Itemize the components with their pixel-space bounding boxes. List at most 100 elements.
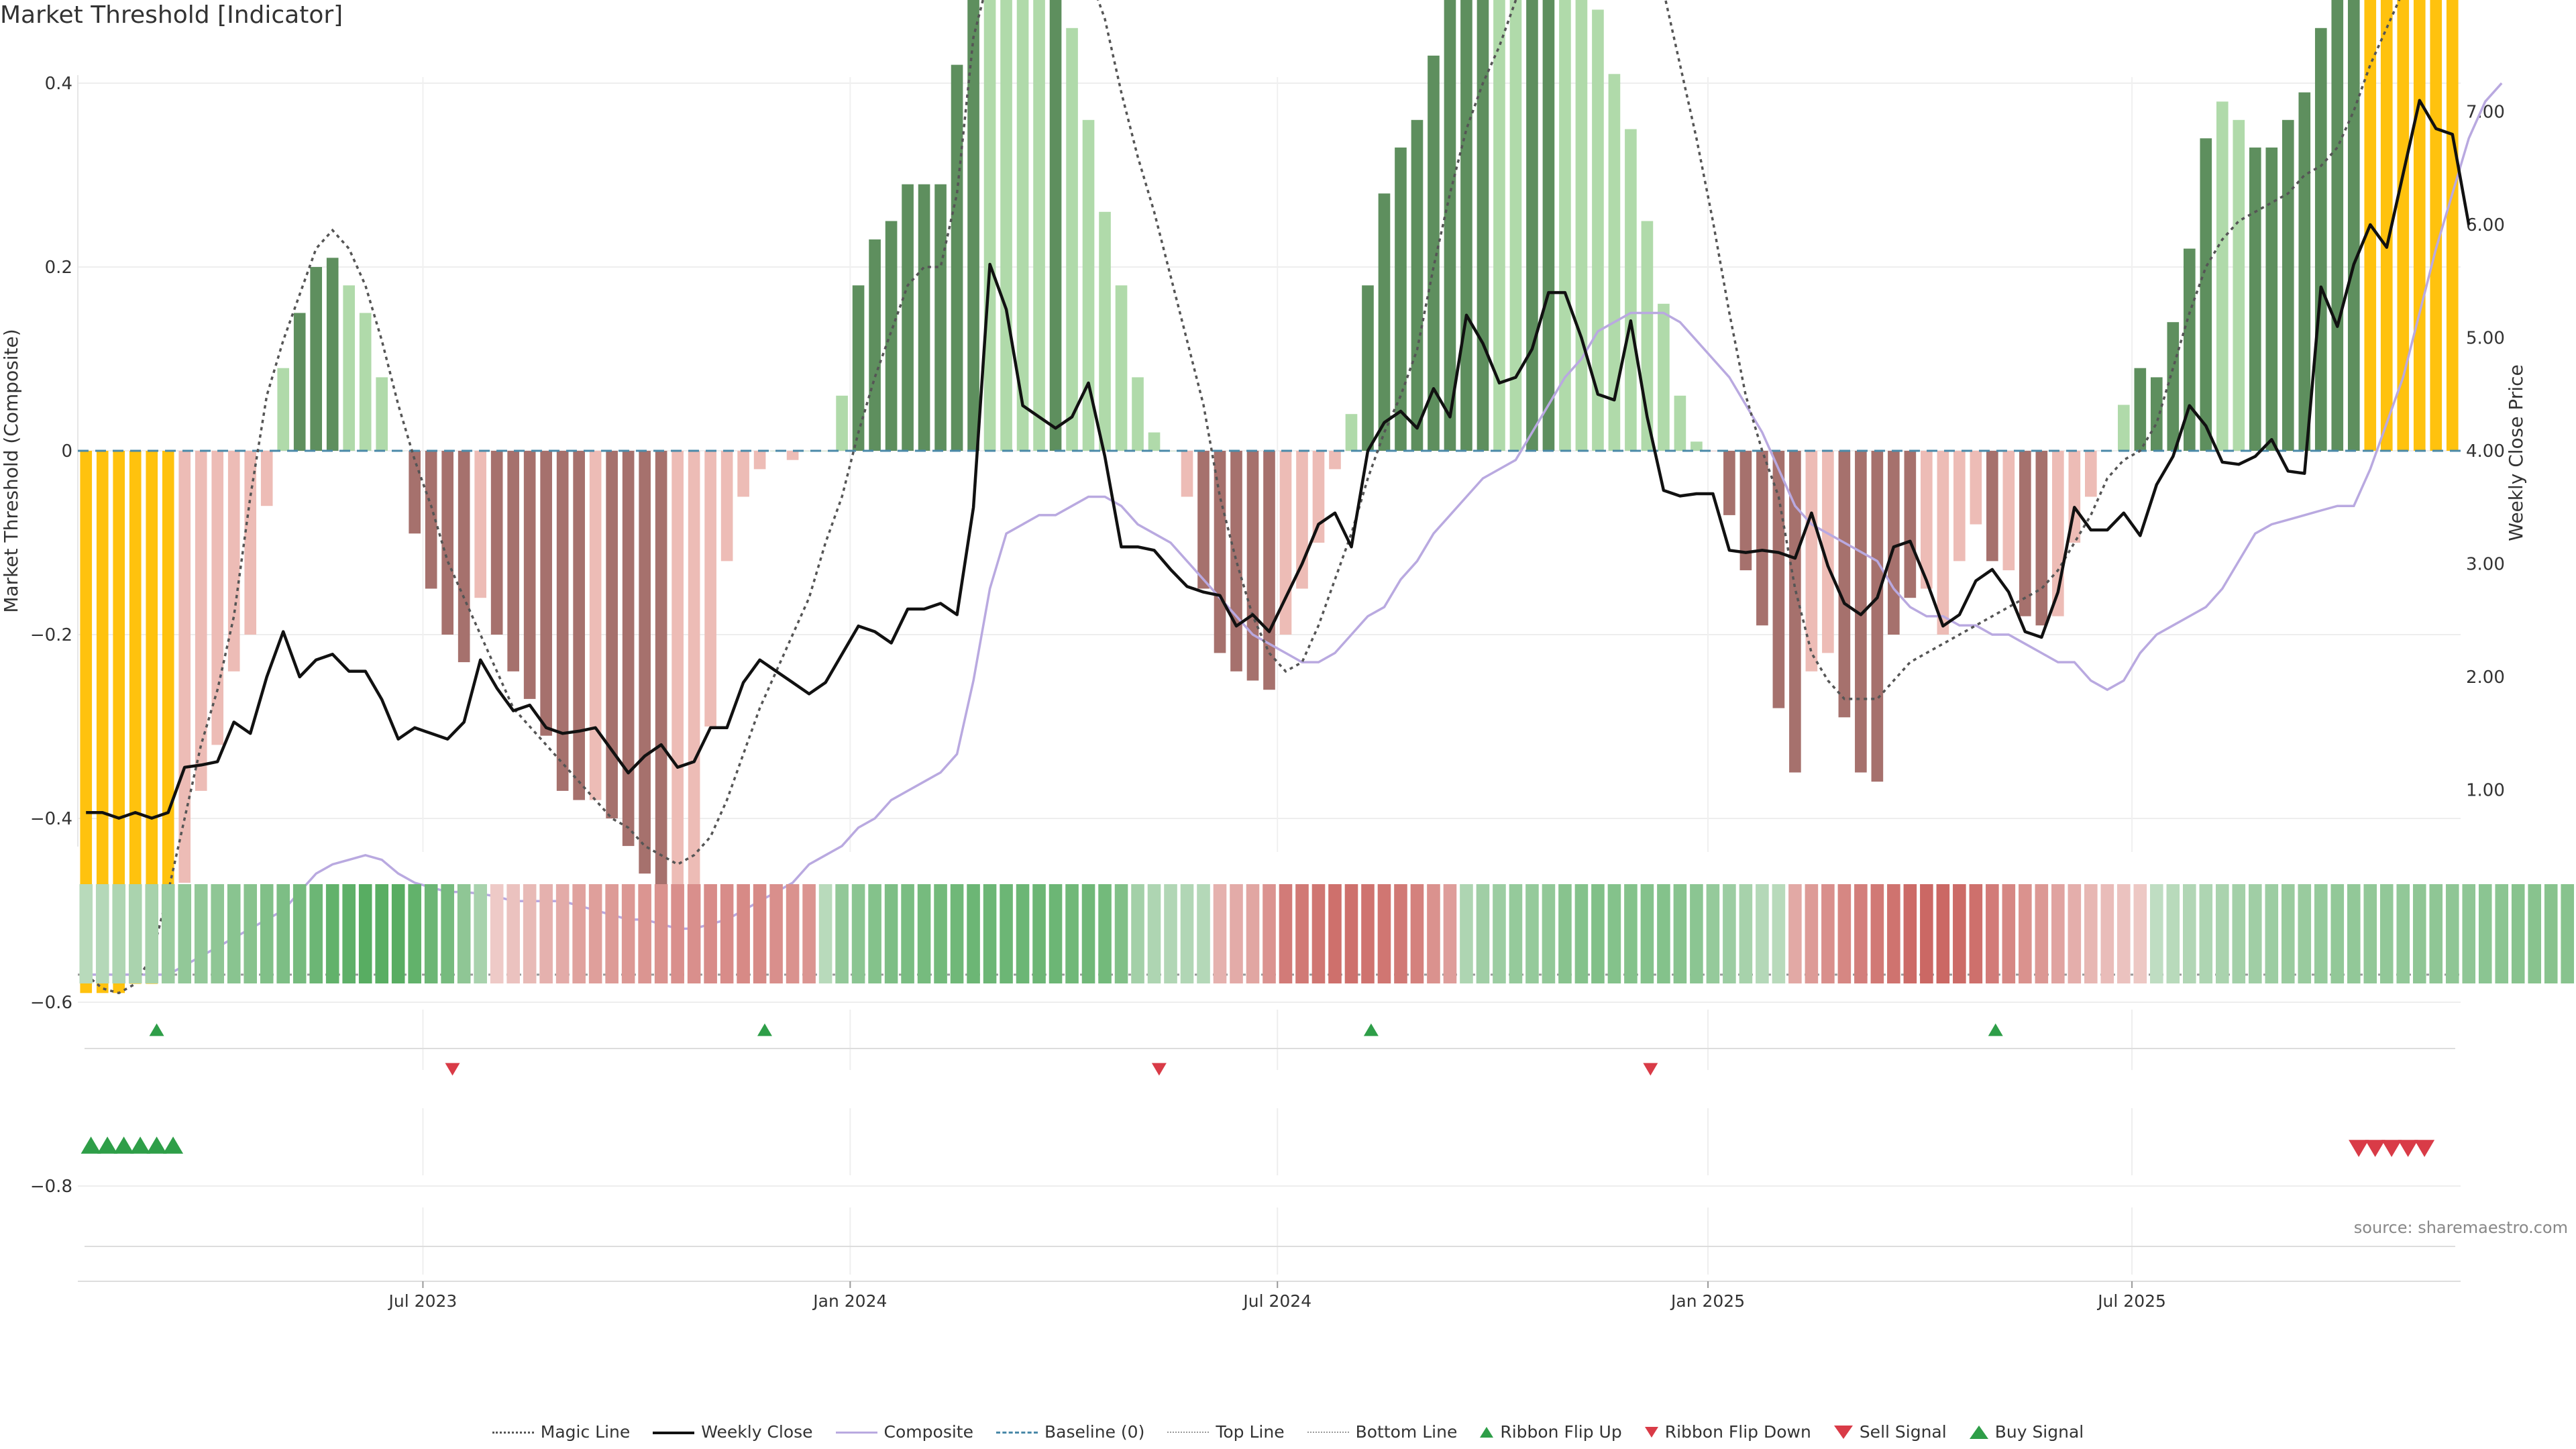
ribbon-cell: [1624, 884, 1638, 983]
buy-signal-marker: [113, 1136, 134, 1154]
composite-bar: [113, 451, 125, 994]
composite-bar: [1674, 395, 1686, 451]
composite-bar: [359, 313, 372, 451]
composite-bar: [836, 395, 848, 451]
composite-bar: [1329, 451, 1341, 470]
composite-bar: [326, 258, 339, 451]
ribbon-flip-up-marker: [149, 1023, 164, 1036]
x-tick-label: Jan 2024: [812, 1291, 887, 1311]
composite-bar: [1509, 0, 1522, 451]
y2-tick-label: 7.00: [2466, 103, 2505, 123]
composite-bar: [425, 451, 437, 589]
composite-bar: [2446, 0, 2459, 451]
ribbon-cell: [2051, 884, 2065, 983]
ribbon-cell: [2396, 884, 2410, 983]
chart-title: Market Threshold [Indicator]: [0, 1, 343, 29]
composite-bar: [852, 285, 865, 451]
ribbon-cell: [325, 884, 339, 983]
ribbon-cell: [1673, 884, 1687, 983]
ribbon-cell: [523, 884, 537, 983]
composite-bar: [1246, 451, 1259, 681]
composite-bar: [902, 184, 914, 451]
sell-signal-marker: [2381, 1140, 2402, 1157]
composite-bar: [80, 451, 93, 994]
ribbon-cell: [1427, 884, 1440, 983]
ribbon-cell: [1723, 884, 1736, 983]
ribbon-cell: [588, 884, 602, 983]
composite-bar: [2002, 451, 2015, 571]
composite-bar: [704, 451, 716, 727]
composite-bar: [1871, 451, 1884, 782]
ribbon-cell: [704, 884, 717, 983]
y2-tick-label: 4.00: [2466, 441, 2505, 462]
ribbon-cell: [2232, 884, 2246, 983]
composite-bar: [2216, 101, 2229, 451]
ribbon-cell: [605, 884, 619, 983]
composite-bar: [146, 451, 158, 984]
ribbon-cell: [1016, 884, 1030, 983]
ribbon-cell: [934, 884, 947, 983]
ribbon-cell: [1377, 884, 1391, 983]
composite-bar: [606, 451, 618, 818]
ribbon-cell: [194, 884, 208, 983]
buy-signal-marker: [97, 1136, 118, 1154]
composite-bar: [343, 285, 356, 451]
composite-bar: [211, 451, 224, 745]
composite-bar: [1937, 451, 1949, 635]
ribbon-cell: [2068, 884, 2082, 983]
composite-bar: [918, 184, 930, 451]
ribbon-cell: [2265, 884, 2279, 983]
composite-bar: [1016, 0, 1029, 451]
composite-bar: [2150, 377, 2163, 451]
composite-bar: [96, 451, 109, 994]
legend-item-baseline: Baseline (0): [996, 1422, 1144, 1442]
ribbon-cell: [424, 884, 438, 983]
sell-signal-marker: [2398, 1140, 2418, 1157]
ribbon-cell: [2462, 884, 2476, 983]
ribbon-cell: [901, 884, 914, 983]
x-tick-label: Jul 2023: [388, 1291, 458, 1311]
composite-bar: [376, 377, 388, 451]
legend-swatch-baseline: [996, 1425, 1038, 1440]
ribbon-cell: [638, 884, 651, 983]
ribbon-cell: [950, 884, 964, 983]
composite-bar: [1428, 55, 1440, 451]
composite-bar: [655, 451, 667, 910]
ribbon-cell: [490, 884, 504, 983]
ribbon-cell: [128, 884, 142, 983]
composite-bar: [227, 451, 240, 672]
ribbon-cell: [539, 884, 553, 983]
composite-bar: [2331, 0, 2344, 451]
ribbon-cell: [1903, 884, 1917, 983]
legend-item-buy-signal: Buy Signal: [1969, 1422, 2084, 1442]
ribbon-cell: [1114, 884, 1128, 983]
composite-bar: [885, 221, 898, 451]
legend: Magic Line Weekly Close Composite Baseli…: [0, 1422, 2576, 1442]
composite-bar: [1772, 451, 1785, 708]
ribbon-cell: [2544, 884, 2558, 983]
legend-item-composite: Composite: [835, 1422, 973, 1442]
ribbon-cell: [260, 884, 274, 983]
legend-label-ribbon-flip-up: Ribbon Flip Up: [1500, 1422, 1622, 1442]
composite-bar: [277, 368, 290, 451]
composite-bar: [934, 184, 947, 451]
composite-bar: [967, 0, 979, 451]
ribbon-cell: [1640, 884, 1654, 983]
composite-bar: [1214, 451, 1226, 653]
ribbon-cell: [2002, 884, 2016, 983]
ribbon-cell: [851, 884, 865, 983]
ribbon-cell: [1131, 884, 1144, 983]
ribbon-cell: [309, 884, 323, 983]
composite-bar: [2413, 0, 2426, 451]
composite-bar: [1592, 9, 1604, 451]
ribbon-cell: [244, 884, 258, 983]
y-tick-label: 0.2: [45, 258, 72, 278]
ribbon-cell: [1410, 884, 1424, 983]
ribbon-cell: [868, 884, 881, 983]
ribbon-cell: [884, 884, 898, 983]
composite-bar: [1099, 211, 1111, 451]
composite-bar: [753, 451, 766, 470]
ribbon-cell: [506, 884, 520, 983]
ribbon-cell: [687, 884, 701, 983]
ribbon-flip-down-marker: [445, 1063, 460, 1076]
